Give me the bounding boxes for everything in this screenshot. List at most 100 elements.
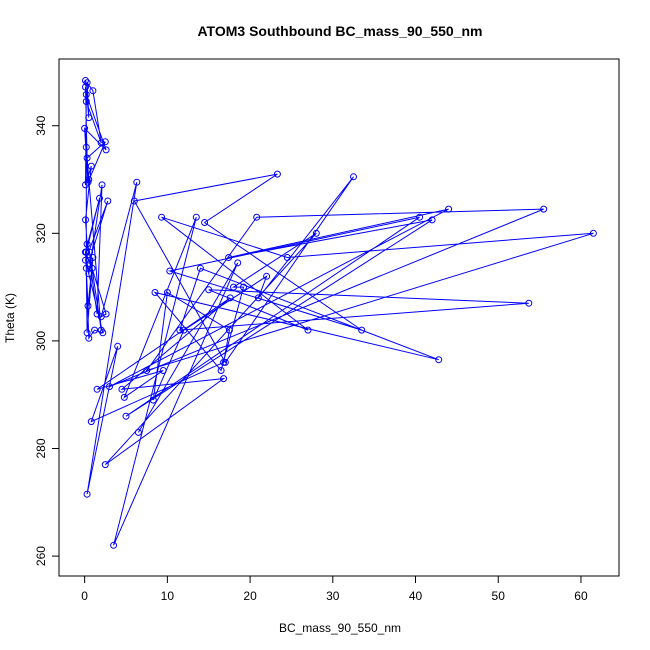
data-point xyxy=(143,367,151,374)
data-point xyxy=(445,205,453,213)
data-point xyxy=(180,326,188,334)
data-point xyxy=(84,302,92,310)
data-point xyxy=(82,83,89,91)
data-point xyxy=(86,248,94,256)
data-point xyxy=(122,412,130,420)
data-point xyxy=(166,267,174,275)
data-point xyxy=(192,213,200,221)
data-point xyxy=(201,219,209,226)
y-axis-label: Theta (K) xyxy=(3,293,17,343)
data-point xyxy=(159,367,167,374)
data-point xyxy=(82,216,89,224)
y-tick-label: 340 xyxy=(34,115,48,135)
data-point xyxy=(83,240,91,248)
x-tick-label: 10 xyxy=(161,589,175,603)
x-axis: 0 10 20 30 40 50 60 xyxy=(81,575,588,603)
data-point xyxy=(263,272,271,280)
data-point xyxy=(82,181,89,189)
data-point xyxy=(85,270,93,278)
y-axis: 260 280 300 320 340 xyxy=(34,115,60,566)
data-point xyxy=(81,124,89,132)
chart-title: ATOM3 Southbound BC_mass_90_550_nm xyxy=(197,23,482,39)
data-point xyxy=(525,299,533,307)
data-point xyxy=(273,170,281,178)
data-point xyxy=(304,326,312,334)
data-point xyxy=(85,114,93,122)
data-point xyxy=(312,229,320,237)
data-point xyxy=(83,79,91,87)
data-point xyxy=(158,213,166,221)
x-tick-label: 40 xyxy=(409,589,423,603)
data-point xyxy=(98,181,106,189)
data-point xyxy=(87,162,95,170)
data-point xyxy=(104,197,112,205)
data-point xyxy=(217,367,225,374)
series-line xyxy=(84,80,594,546)
y-tick-label: 280 xyxy=(34,438,48,458)
data-point xyxy=(85,334,93,342)
data-point xyxy=(96,194,103,202)
data-point xyxy=(82,143,90,151)
data-point xyxy=(91,326,99,334)
x-axis-label: BC_mass_90_550_nm xyxy=(279,621,401,635)
data-point xyxy=(540,205,548,213)
y-tick-label: 320 xyxy=(34,223,48,243)
data-point xyxy=(435,356,443,364)
data-point xyxy=(133,178,141,186)
data-point xyxy=(82,91,90,98)
data-point xyxy=(93,385,101,393)
data-point xyxy=(221,358,229,366)
x-tick-label: 50 xyxy=(492,589,506,603)
data-point xyxy=(230,283,237,291)
data-point xyxy=(253,213,261,221)
data-point xyxy=(151,289,159,296)
data-point xyxy=(130,197,138,205)
data-point xyxy=(82,248,89,256)
data-point xyxy=(101,138,109,146)
data-point xyxy=(234,259,242,267)
data-point xyxy=(86,256,94,264)
data-point xyxy=(350,173,357,181)
data-point xyxy=(254,294,262,302)
data-point xyxy=(205,286,213,294)
data-point xyxy=(416,213,424,221)
x-tick-label: 30 xyxy=(326,589,340,603)
data-point xyxy=(106,383,113,391)
data-point xyxy=(82,98,90,105)
data-point xyxy=(163,289,171,296)
data-point xyxy=(225,254,233,261)
data-point xyxy=(120,393,128,401)
data-point xyxy=(102,146,110,154)
data-point xyxy=(87,418,95,426)
data-point xyxy=(114,342,122,350)
data-point xyxy=(358,326,366,334)
data-point xyxy=(97,313,105,321)
x-tick-label: 0 xyxy=(81,589,88,603)
data-point xyxy=(240,283,247,291)
data-point xyxy=(88,264,96,272)
data-point xyxy=(85,176,93,183)
data-point xyxy=(82,256,89,264)
data-point xyxy=(589,229,597,237)
data-point xyxy=(118,385,126,393)
data-point xyxy=(220,375,228,383)
data-point xyxy=(110,541,118,549)
data-series xyxy=(81,77,597,549)
data-point xyxy=(134,428,142,436)
data-point xyxy=(83,490,91,498)
data-point xyxy=(89,87,97,95)
data-point xyxy=(101,461,109,469)
data-point xyxy=(97,139,105,147)
data-point xyxy=(283,254,291,261)
data-point xyxy=(99,329,107,337)
data-point xyxy=(83,154,91,162)
x-tick-label: 20 xyxy=(243,589,257,603)
x-tick-label: 60 xyxy=(574,589,588,603)
y-tick-label: 300 xyxy=(34,331,48,351)
data-point xyxy=(149,396,157,404)
data-point xyxy=(225,326,233,334)
y-tick-label: 260 xyxy=(34,546,48,566)
data-point xyxy=(428,216,436,224)
data-point xyxy=(226,294,234,302)
